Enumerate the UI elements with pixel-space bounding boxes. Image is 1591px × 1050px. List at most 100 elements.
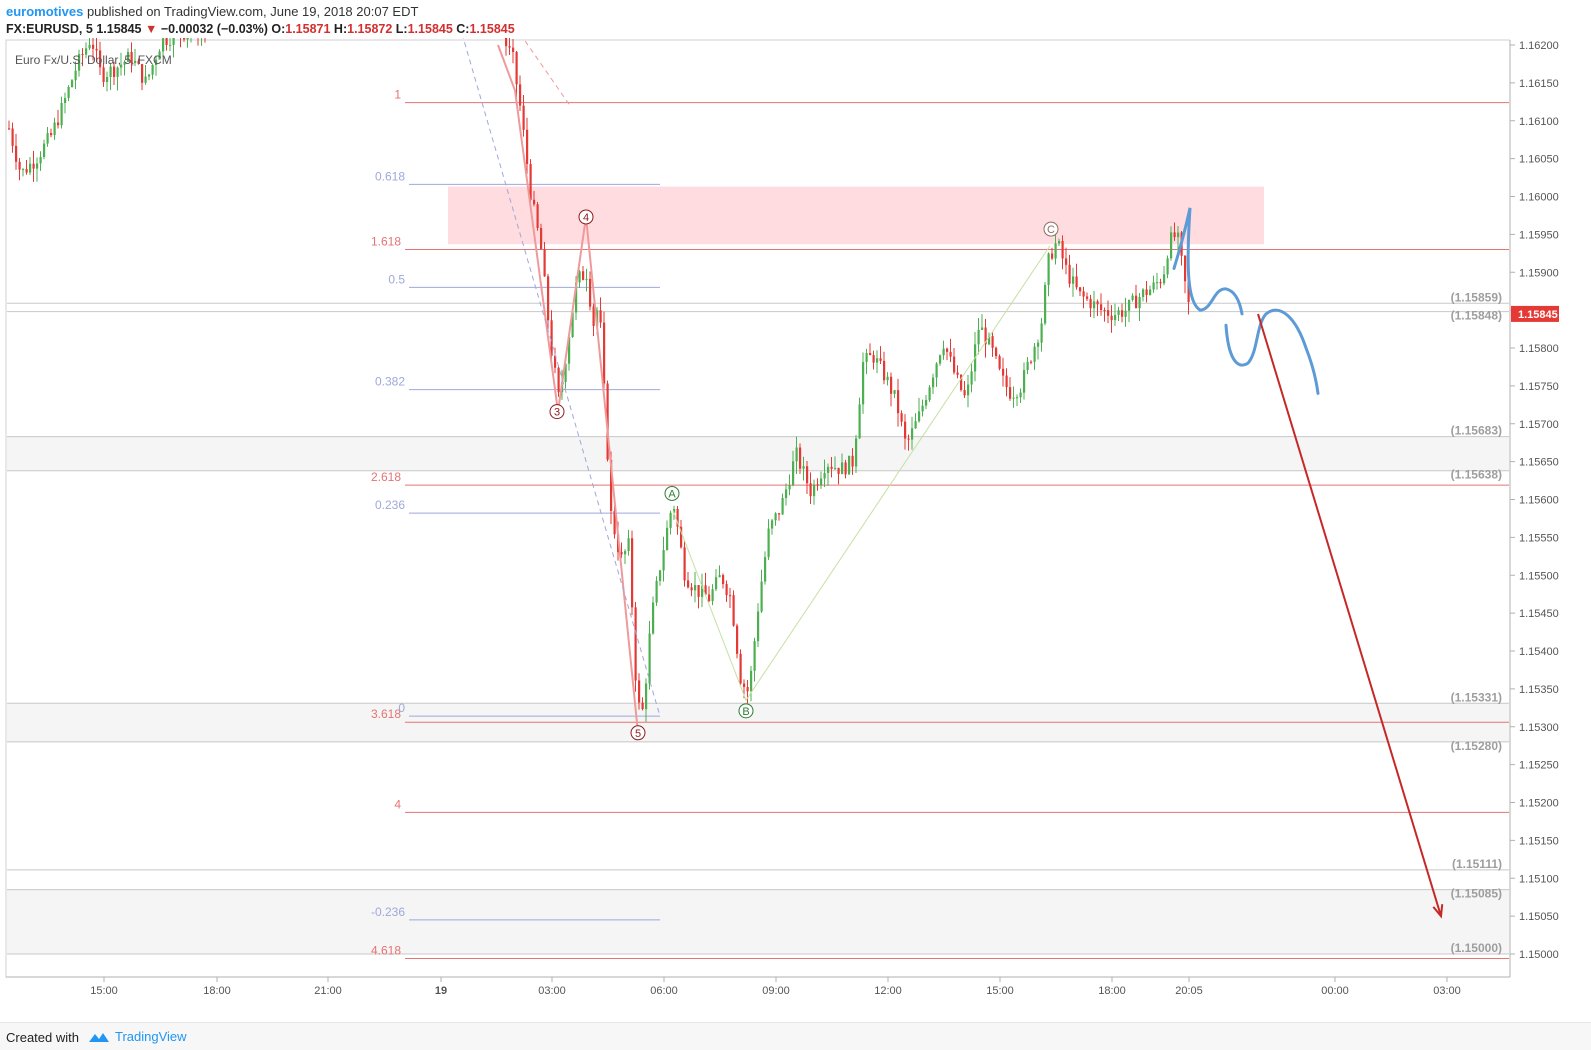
candle-body <box>547 276 550 321</box>
candle-body <box>753 641 756 671</box>
candle-body <box>788 485 791 490</box>
candle-body <box>1177 232 1180 238</box>
fib-retracement-label-2: 0.382 <box>375 375 405 389</box>
candle-body <box>802 466 805 469</box>
candle-body <box>858 404 861 439</box>
candle-body <box>771 520 774 529</box>
candle-body <box>1040 323 1043 343</box>
candle-body <box>634 607 637 681</box>
candle-body <box>1079 287 1082 292</box>
candle-body <box>813 484 816 497</box>
symbol-label: FX:EURUSD, 5 <box>6 22 93 36</box>
candle-body <box>953 356 956 373</box>
candle-body <box>1037 342 1040 347</box>
price-tick-label: 1.15100 <box>1519 873 1559 885</box>
wave-label-circle-B <box>738 703 754 719</box>
price-axis[interactable]: 1.16200 1.16150 1.16100 1.16050 1.16000 1.159… <box>1509 38 1591 982</box>
price-tick-label: 1.15700 <box>1519 419 1559 431</box>
candle-body <box>1110 315 1113 321</box>
time-tick-label: 20:05 <box>1175 985 1203 997</box>
candle-body <box>1044 284 1047 324</box>
candle-body <box>907 438 910 440</box>
fib-retracement-label-0: 0.618 <box>375 169 405 183</box>
candle-body <box>641 702 644 710</box>
time-axis[interactable]: 15:00 18:00 21:00 19 03:00 06:00 09:00 12:00 15:… <box>6 976 1510 997</box>
candle-body <box>1047 253 1050 285</box>
candle-body <box>144 76 147 83</box>
candle-body <box>970 371 973 385</box>
price-chart[interactable]: (1.15859) (1.15848) (1.15683) (1.15638) (1.1… <box>0 38 1591 1022</box>
wave-label-circle-C <box>1043 221 1059 237</box>
candle-body <box>508 46 511 48</box>
candle-body <box>1068 264 1071 284</box>
candle-body <box>774 513 777 521</box>
close-label: C: <box>456 22 470 36</box>
candlestick-series <box>8 38 1190 722</box>
candle-body <box>690 587 693 591</box>
candle-body <box>1156 282 1159 284</box>
candle-body <box>1086 296 1089 299</box>
candle-body <box>928 387 931 400</box>
price-tick-label: 1.15200 <box>1519 798 1559 810</box>
high-value: 1.15872 <box>347 22 393 36</box>
candle-body <box>25 169 28 173</box>
candle-body <box>701 585 704 597</box>
candle-body <box>43 143 46 157</box>
candle-body <box>900 413 903 422</box>
candle-body <box>666 527 669 551</box>
candle-body <box>830 466 833 469</box>
candle-body <box>557 367 560 393</box>
candle-body <box>792 461 795 486</box>
wave-label-circle-3 <box>549 404 565 420</box>
candle-body <box>564 363 567 382</box>
candle-body <box>32 163 35 169</box>
candle-body <box>106 77 109 82</box>
candle-body <box>883 360 886 381</box>
candle-body <box>862 362 865 405</box>
candle-body <box>687 580 690 588</box>
candle-body <box>946 348 949 352</box>
candle-body <box>743 683 746 688</box>
candle-body <box>533 199 536 205</box>
close-value: 1.15845 <box>469 22 515 36</box>
candle-body <box>869 353 872 356</box>
candle-body <box>652 602 655 634</box>
price-tick-label: 1.15550 <box>1519 532 1559 544</box>
candle-body <box>1030 361 1033 363</box>
candle-body <box>995 347 998 357</box>
time-tick-label: 15:00 <box>986 985 1014 997</box>
candle-body <box>1166 258 1169 275</box>
candle-body <box>1058 240 1061 244</box>
candle-body <box>123 61 126 65</box>
price-tick-label: 1.16200 <box>1519 40 1559 52</box>
candle-body <box>172 38 175 45</box>
correction-wave-line <box>672 245 1051 702</box>
candle-body <box>624 551 627 555</box>
wave-label-B: B <box>742 706 749 718</box>
candle-body <box>886 376 889 381</box>
candle-body <box>1114 314 1117 321</box>
target-arrow-line <box>1257 313 1442 917</box>
candle-body <box>1152 282 1155 290</box>
price-level-label-6: (1.15111) <box>1452 857 1502 871</box>
price-tick-label: 1.16000 <box>1519 192 1559 204</box>
candle-body <box>603 322 606 384</box>
candle-body <box>1138 296 1141 309</box>
created-with-text: Created with <box>6 1030 79 1045</box>
candle-body <box>22 169 25 171</box>
candle-body <box>893 390 896 394</box>
fib-extension-label-5: 4.618 <box>371 944 401 958</box>
candle-body <box>921 405 924 412</box>
author-link[interactable]: euromotives <box>6 4 84 19</box>
tradingview-link[interactable]: TradingView <box>88 1029 187 1044</box>
candle-body <box>918 411 921 422</box>
plot-area[interactable] <box>5 39 1511 978</box>
candle-body <box>74 70 77 81</box>
candle-body <box>816 484 819 486</box>
candle-body <box>1173 232 1176 238</box>
candle-body <box>977 329 980 345</box>
candle-body <box>879 358 882 361</box>
candle-body <box>1170 232 1173 259</box>
candle-body <box>1135 295 1138 309</box>
candle-body <box>960 374 963 390</box>
